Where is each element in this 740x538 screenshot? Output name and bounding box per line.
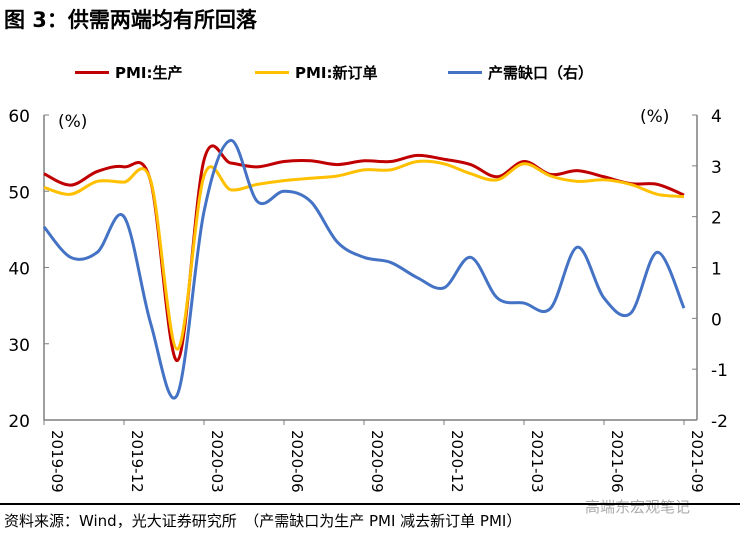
right-tick-label: 2 xyxy=(711,209,722,229)
x-tick-label: 2019-09 xyxy=(48,430,66,493)
right-tick-label: -1 xyxy=(711,361,728,381)
x-tick-label: 2019-12 xyxy=(128,430,146,493)
source-note: 资料来源：Wind，光大证券研究所 （产需缺口为生产 PMI 减去新订单 PMI… xyxy=(4,512,522,530)
right-tick-label: -2 xyxy=(711,412,728,432)
series-line-0 xyxy=(43,144,685,363)
series-line-1 xyxy=(43,159,685,351)
left-tick-label: 20 xyxy=(8,412,30,432)
legend-swatch xyxy=(255,71,289,74)
right-tick-label: 0 xyxy=(711,310,722,330)
legend-label: PMI:生产 xyxy=(115,64,183,82)
x-tick-label: 2020-03 xyxy=(208,430,226,493)
right-tick-label: 1 xyxy=(711,260,722,280)
legend-item-new-orders: PMI:新订单 xyxy=(255,62,378,83)
series-line-2 xyxy=(42,138,686,400)
x-tick-label: 2020-12 xyxy=(448,430,466,493)
x-tick-label: 2021-06 xyxy=(608,430,626,493)
left-tick-label: 60 xyxy=(8,107,30,127)
right-tick-label: 4 xyxy=(711,107,722,127)
left-tick-label: 30 xyxy=(8,336,30,356)
legend: PMI:生产 PMI:新订单 产需缺口（右） xyxy=(0,62,740,84)
left-axis-unit: (%) xyxy=(58,112,87,132)
x-tick-label: 2021-09 xyxy=(688,430,706,493)
right-axis-unit: (%) xyxy=(640,107,669,127)
legend-swatch xyxy=(448,71,482,74)
right-tick-label: 3 xyxy=(711,158,722,178)
watermark: 高端东宏观笔记 xyxy=(585,498,691,516)
legend-item-production: PMI:生产 xyxy=(75,62,183,83)
x-tick-label: 2020-06 xyxy=(288,430,306,493)
x-tick-label: 2020-09 xyxy=(368,430,386,493)
chart-title: 图 3：供需两端均有所回落 xyxy=(4,8,257,32)
legend-swatch xyxy=(75,71,109,74)
left-tick-label: 50 xyxy=(8,183,30,203)
x-tick-label: 2021-03 xyxy=(528,430,546,493)
legend-item-gap: 产需缺口（右） xyxy=(448,62,593,83)
legend-label: 产需缺口（右） xyxy=(488,64,594,82)
legend-label: PMI:新订单 xyxy=(295,64,378,82)
plot-area: (%) (%) 60 50 40 30 20 4 3 2 1 0 -1 -2 2019-09 2019-1… xyxy=(8,107,728,493)
left-tick-label: 40 xyxy=(8,260,30,280)
footer-divider xyxy=(0,503,740,505)
